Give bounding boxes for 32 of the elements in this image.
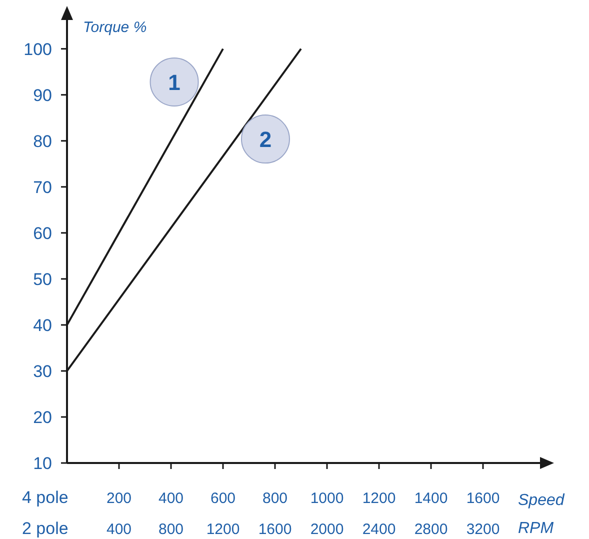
x-tick-label: 600 (210, 490, 236, 507)
x2-tick-label: 3200 (466, 521, 500, 538)
series-label: 1 (168, 70, 180, 95)
y-axis-title: Torque % (83, 19, 147, 36)
y-tick-label: 20 (33, 408, 52, 427)
x-tick-label: 800 (262, 490, 288, 507)
x-axis-title: Speed RPM (518, 492, 566, 537)
x-tick-label: 1600 (466, 490, 500, 507)
y-tick-label: 70 (33, 178, 52, 197)
x-tick-label: 1200 (362, 490, 396, 507)
x2-tick-label: 1200 (206, 521, 240, 538)
y-tick-label: 90 (33, 86, 52, 105)
x2-tick-label: 800 (158, 521, 184, 538)
y-tick-label: 30 (33, 362, 52, 381)
x-tick-label: 400 (158, 490, 184, 507)
y-tick-label: 80 (33, 132, 52, 151)
x2-tick-label: 2800 (414, 521, 448, 538)
x2-tick-label: 400 (106, 521, 132, 538)
x-tick-label: 200 (106, 490, 132, 507)
x2-tick-label: 2000 (310, 521, 344, 538)
text: 2 pole (22, 519, 68, 538)
x-tick-label: 1000 (310, 490, 344, 507)
x2-tick-label: 2400 (362, 521, 396, 538)
x-tick-label: 1400 (414, 490, 448, 507)
x2-tick-label: 1600 (258, 521, 292, 538)
y-tick-label: 60 (33, 224, 52, 243)
y-tick-label: 50 (33, 270, 52, 289)
y-tick-label: 40 (33, 316, 52, 335)
y-tick-label: 100 (24, 40, 52, 59)
series-label: 2 (259, 127, 272, 152)
text: 4 pole (22, 488, 68, 507)
y-tick-label: 10 (33, 454, 52, 473)
